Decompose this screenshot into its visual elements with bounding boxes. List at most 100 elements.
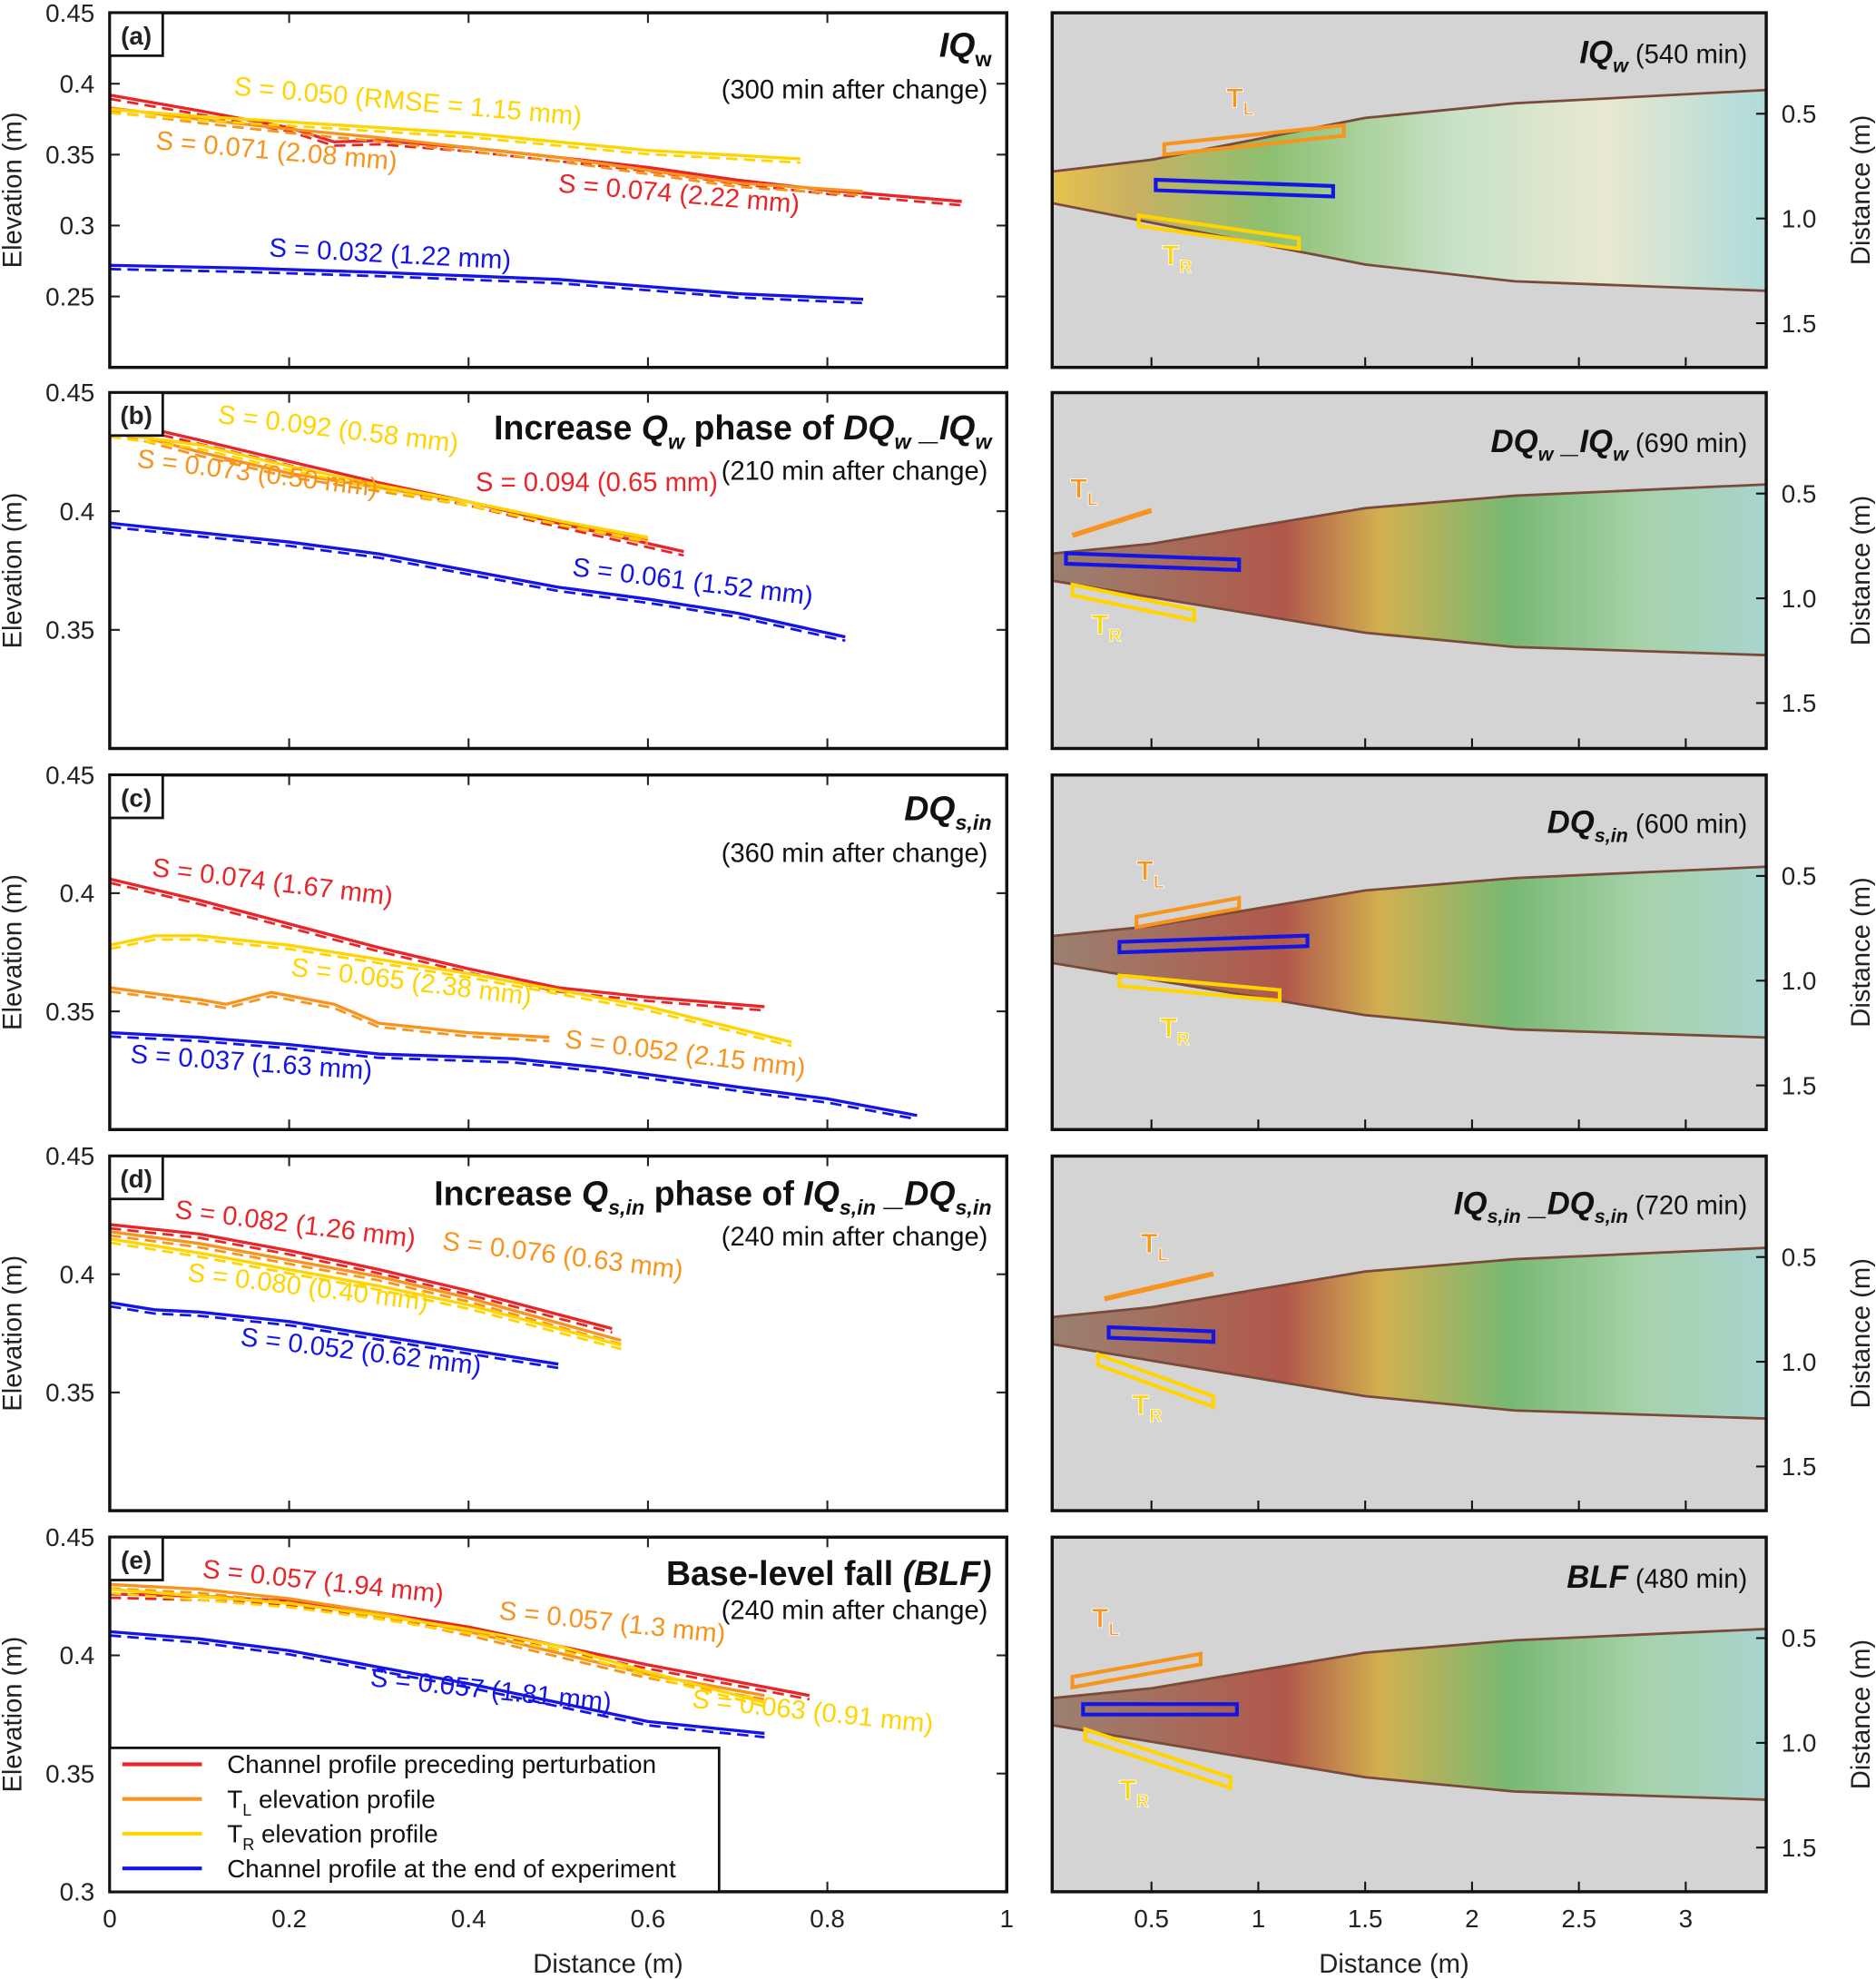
y-tick-label: 0.45	[45, 379, 94, 407]
label-text: T	[1133, 1390, 1150, 1421]
panel-label-box	[108, 1535, 164, 1581]
slope-annotation: S = 0.076 (0.63 mm)	[441, 1227, 685, 1285]
panel-label-box	[108, 1155, 164, 1201]
title-segment: _DQ	[876, 1175, 956, 1213]
label-text: T	[1226, 83, 1243, 113]
map-frame	[1050, 390, 1768, 751]
panel-title: Increase Qw phase of DQw _IQw	[494, 409, 993, 454]
title-segment: BLF	[1567, 1561, 1628, 1595]
tr-transect-box	[1083, 1726, 1233, 1791]
title-segment: Increase	[494, 409, 642, 447]
tr-transect-box	[1070, 582, 1196, 623]
series-line-dashed-blue	[109, 268, 864, 305]
label-text: T	[1070, 473, 1087, 504]
panel-label: (e)	[121, 1546, 152, 1574]
plot-frame	[108, 390, 1008, 751]
legend-label: TL elevation profile	[227, 1785, 435, 1818]
series-line-orange	[109, 986, 550, 1039]
slope-annotation: S = 0.052 (2.15 mm)	[563, 1025, 807, 1083]
series-line-dashed-orange	[109, 1234, 622, 1346]
channel-transect-box	[1117, 933, 1310, 955]
subscript: s,in	[1595, 1206, 1628, 1227]
map-title: BLF (480 min)	[1567, 1561, 1747, 1595]
series-line-dashed-orange	[109, 110, 864, 197]
slope-annotation: S = 0.094 (0.65 mm)	[476, 468, 718, 497]
y-axis-label-right: Distance (m)	[1847, 877, 1876, 1027]
plot-frame	[108, 11, 1008, 369]
legend-label: Channel profile at the end of experiment	[227, 1855, 676, 1883]
y-tick-label: 0.4	[60, 497, 95, 526]
y-axis-label-right: Distance (m)	[1847, 1258, 1876, 1408]
tl-label: TL	[1226, 83, 1254, 119]
series-line-dashed-blue	[109, 1035, 918, 1121]
y-tick-label: 0.5	[1782, 100, 1817, 128]
label-text: T	[1092, 1603, 1109, 1634]
y-axis-label: Elevation (m)	[0, 493, 28, 649]
y-axis-label: Elevation (m)	[0, 874, 28, 1030]
tr-label: TR	[1092, 609, 1122, 645]
subscript: w	[1613, 54, 1629, 76]
subscript: R	[1149, 1406, 1162, 1426]
series-line-dashed-red	[109, 1226, 613, 1334]
y-axis-label: Elevation (m)	[0, 1637, 28, 1793]
panel-label-box	[108, 391, 164, 438]
subscript: L	[1154, 872, 1164, 892]
subscript: R	[1177, 1029, 1190, 1049]
panel-subtitle: (210 min after change)	[722, 457, 988, 486]
plot-frame	[108, 1154, 1008, 1512]
legend-label: Channel profile preceding perturbation	[227, 1750, 656, 1778]
y-tick-label: 1.5	[1782, 1452, 1817, 1481]
channel-area	[1052, 1628, 1767, 1801]
panel-label-box	[108, 773, 164, 820]
legend-label: TR elevation profile	[227, 1820, 437, 1854]
y-tick-label: 0.45	[45, 761, 94, 789]
channel-transect-box	[1081, 1702, 1239, 1717]
series-line-dashed-blue	[109, 1305, 559, 1370]
x-tick-label: 1.5	[1348, 1905, 1383, 1933]
series-line-blue	[109, 1301, 559, 1366]
series-line-yellow	[109, 107, 801, 161]
title-segment: _IQ	[911, 409, 976, 447]
series-line-yellow	[109, 1587, 765, 1705]
map-frame	[1050, 1535, 1768, 1894]
tr-label: TR	[1119, 1775, 1149, 1811]
subscript: R	[242, 1836, 254, 1854]
y-tick-label: 0.35	[45, 616, 94, 645]
map-time: (690 min)	[1628, 429, 1747, 458]
map-time: (480 min)	[1628, 1565, 1747, 1594]
y-axis-label: Elevation (m)	[0, 112, 28, 268]
panel-subtitle: (360 min after change)	[722, 840, 988, 869]
slope-annotation: S = 0.061 (1.52 mm)	[571, 553, 815, 611]
y-tick-label: 1.5	[1782, 1834, 1817, 1862]
tl-label: TL	[1136, 856, 1164, 892]
title-segment: IQ	[1579, 36, 1613, 71]
title-segment: phase of	[644, 1175, 803, 1213]
panel-title: DQs,in	[904, 790, 991, 835]
label-text: T	[1136, 856, 1154, 887]
label-text: T	[1141, 1228, 1158, 1259]
title-segment: (BLF)	[903, 1554, 992, 1592]
title-segment: IQ	[939, 26, 976, 64]
subscript: s,in	[1595, 824, 1628, 846]
y-tick-label: 1.5	[1782, 689, 1817, 717]
y-tick-label: 1.0	[1782, 585, 1817, 613]
subscript: R	[1136, 1792, 1149, 1812]
series-line-blue	[109, 521, 846, 639]
tl-transect-box	[1104, 1271, 1214, 1302]
tl-transect-box	[1070, 1651, 1203, 1690]
slope-annotation: S = 0.074 (2.22 mm)	[557, 170, 801, 220]
y-tick-label: 0.5	[1782, 862, 1817, 891]
tl-label: TL	[1141, 1228, 1169, 1265]
series-line-dashed-blue	[109, 526, 846, 643]
channel-transect-box	[1064, 551, 1242, 573]
subscript: L	[1087, 490, 1098, 510]
panel-label: (c)	[121, 783, 152, 812]
tr-label: TR	[1160, 1013, 1190, 1049]
label-text: T	[1119, 1775, 1136, 1806]
